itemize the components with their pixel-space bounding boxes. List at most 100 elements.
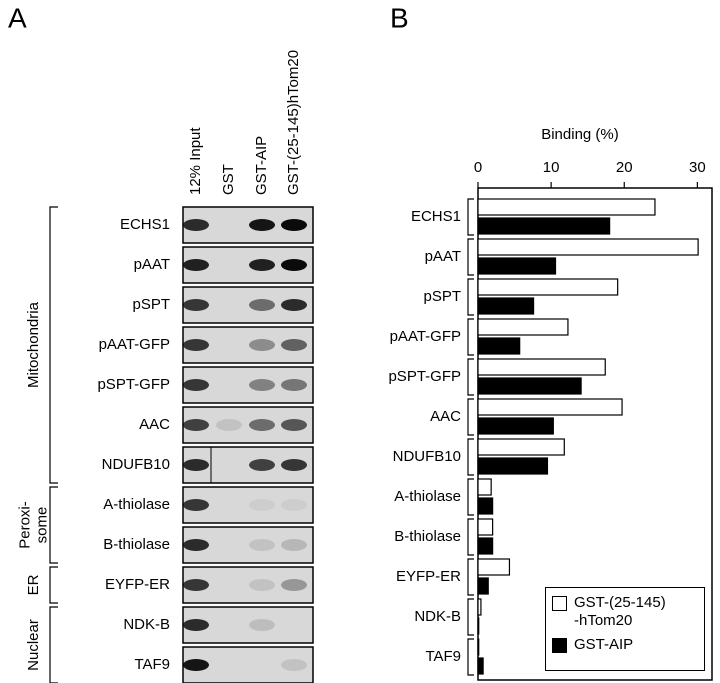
group-label: ER — [25, 574, 42, 595]
bar — [477, 238, 699, 256]
band — [183, 459, 209, 471]
band — [281, 299, 307, 311]
band — [183, 619, 209, 631]
category-label: pSPT-GFP — [388, 368, 461, 385]
band — [183, 539, 209, 551]
row-label: NDUFB10 — [102, 456, 170, 473]
bar — [477, 297, 535, 315]
bar — [477, 457, 549, 475]
x-tick-label: 10 — [543, 159, 560, 176]
category-label: EYFP-ER — [396, 568, 461, 585]
bar — [477, 337, 521, 355]
category-bracket — [467, 278, 474, 316]
category-label: NDK-B — [414, 608, 461, 625]
lane-label: 12% Input — [187, 127, 204, 195]
legend-swatch — [552, 596, 567, 611]
bar — [477, 398, 623, 416]
x-tick-label: 0 — [474, 159, 482, 176]
group-label: Mitochondria — [25, 301, 42, 388]
bar — [477, 657, 484, 675]
category-bracket — [467, 598, 474, 636]
x-tick-label: 30 — [689, 159, 706, 176]
bar — [477, 577, 489, 595]
legend: GST-(25-145) -hTom20 GST-AIP — [545, 587, 705, 671]
category-label: TAF9 — [425, 648, 461, 665]
category-bracket — [467, 238, 474, 276]
category-label: pAAT — [425, 248, 461, 265]
band — [281, 459, 307, 471]
bar — [477, 537, 494, 555]
band — [281, 539, 307, 551]
bar — [477, 358, 606, 376]
bar — [477, 558, 511, 576]
row-label: ECHS1 — [120, 216, 170, 233]
category-label: pSPT — [423, 288, 461, 305]
row-label: pSPT — [132, 296, 170, 313]
bar — [477, 257, 557, 275]
legend-label: GST-(25-145) -hTom20 — [574, 594, 666, 629]
lane-label: GST-(25-145)hTom20 — [285, 50, 302, 195]
row-label: TAF9 — [134, 656, 170, 673]
band — [281, 259, 307, 271]
row-label: pAAT-GFP — [99, 336, 170, 353]
group-bracket — [49, 206, 58, 484]
row-label: NDK-B — [123, 616, 170, 633]
band — [249, 499, 275, 511]
bar — [477, 198, 656, 216]
category-label: pAAT-GFP — [390, 328, 461, 345]
row-label: pAAT — [134, 256, 170, 273]
bar — [477, 438, 565, 456]
x-tick-label: 20 — [616, 159, 633, 176]
band — [183, 659, 209, 671]
legend-label: GST-AIP — [574, 636, 634, 653]
bar — [477, 278, 619, 296]
category-bracket — [467, 478, 474, 516]
band — [281, 499, 307, 511]
band — [183, 339, 209, 351]
band — [249, 219, 275, 231]
bar — [477, 497, 494, 515]
bar — [477, 638, 480, 656]
band — [249, 339, 275, 351]
lane-label: GST-AIP — [253, 136, 270, 195]
band — [249, 579, 275, 591]
category-bracket — [467, 398, 474, 436]
band — [183, 299, 209, 311]
category-bracket — [467, 318, 474, 356]
band — [249, 539, 275, 551]
group-label: Nuclear — [25, 619, 42, 671]
panel-label: B — [390, 2, 409, 33]
band — [183, 259, 209, 271]
band — [281, 419, 307, 431]
legend-entry: GST-AIP — [552, 636, 698, 654]
category-bracket — [467, 358, 474, 396]
category-label: AAC — [430, 408, 461, 425]
band — [249, 299, 275, 311]
band — [183, 379, 209, 391]
bar — [477, 478, 492, 496]
band — [183, 499, 209, 511]
group-label: some — [33, 507, 50, 544]
band — [249, 259, 275, 271]
category-bracket — [467, 198, 474, 236]
band — [183, 419, 209, 431]
legend-entry: GST-(25-145) -hTom20 — [552, 594, 698, 630]
bar — [477, 217, 611, 235]
group-label: Peroxi- — [16, 501, 33, 549]
category-label: ECHS1 — [411, 208, 461, 225]
bar — [477, 377, 582, 395]
row-label: EYFP-ER — [105, 576, 170, 593]
group-bracket — [49, 566, 58, 604]
lane-label: GST — [220, 164, 237, 195]
band — [249, 619, 275, 631]
band — [249, 459, 275, 471]
band — [216, 419, 242, 431]
category-bracket — [467, 518, 474, 556]
category-label: B-thiolase — [394, 528, 461, 545]
x-axis-label: Binding (%) — [541, 126, 619, 143]
band — [183, 579, 209, 591]
legend-swatch — [552, 638, 567, 653]
bar — [477, 417, 554, 435]
group-bracket — [49, 606, 58, 683]
